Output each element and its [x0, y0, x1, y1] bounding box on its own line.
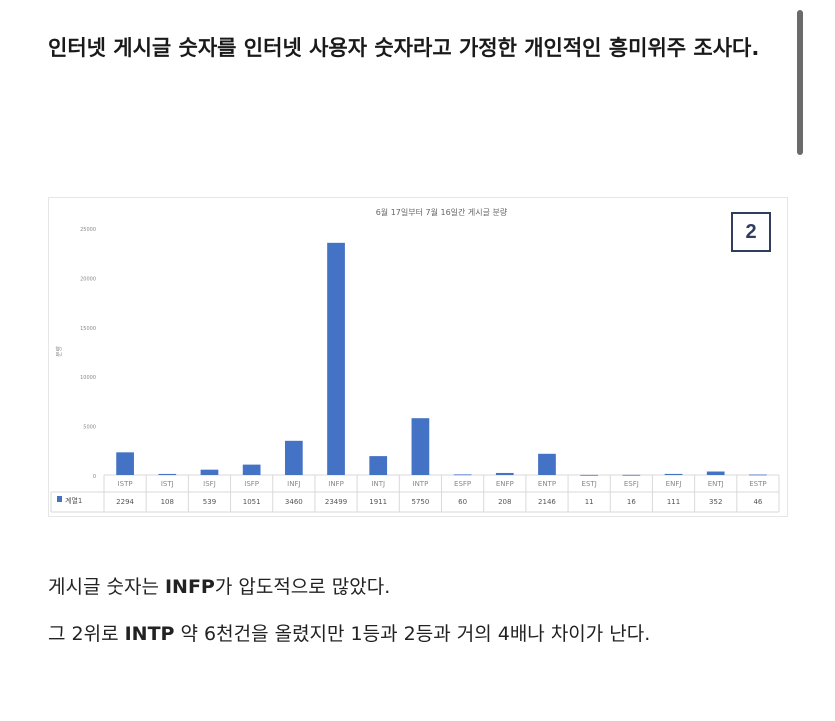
paragraph-1-bold: INFP [164, 576, 215, 598]
bar-isfp [242, 464, 261, 475]
paragraph-2: 그 2위로 INTP 약 6천건을 올렸지만 1등과 2등과 거의 4배나 차이… [48, 619, 650, 646]
paragraph-1-pre: 게시글 숫자는 [48, 576, 165, 598]
chart-title: 6월 17일부터 7월 16일간 게시글 분량 [376, 207, 508, 217]
x-tick-label: ENTP [538, 480, 556, 488]
paragraph-1-post: 가 압도적으로 많았다. [214, 576, 391, 598]
legend-swatch [57, 496, 62, 502]
page-number-badge: 2 [731, 212, 771, 252]
table-value: 11 [585, 498, 594, 506]
x-tick-label: ESTP [749, 480, 766, 488]
table-value: 5750 [411, 498, 429, 506]
x-tick-label: ISTP [118, 480, 133, 488]
bar-entj [706, 471, 725, 475]
bar-esfp [453, 474, 472, 476]
paragraph-2-bold: INTP [124, 623, 175, 645]
paragraph-2-post: 약 6천건을 올렸지만 1등과 2등과 거의 4배나 차이가 난다. [174, 623, 651, 645]
table-value: 1051 [243, 498, 261, 506]
y-axis-label: 분량 [56, 346, 63, 358]
y-tick-label: 15000 [80, 326, 96, 332]
y-tick-label: 20000 [80, 276, 96, 282]
bar-enfj [664, 473, 683, 475]
legend-label: 계열1 [65, 496, 82, 505]
x-tick-label: ENFP [496, 480, 514, 488]
bar-infj [284, 440, 303, 475]
y-tick-label: 0 [93, 474, 96, 480]
bar-infp [327, 242, 345, 475]
bar-istp [116, 452, 134, 475]
table-value: 208 [498, 498, 511, 506]
x-tick-label: INTJ [371, 480, 385, 488]
table-value: 3460 [285, 498, 303, 506]
bar-istj [158, 473, 177, 475]
table-value: 2146 [538, 498, 556, 506]
bar-intj [369, 456, 388, 475]
x-tick-label: ENTJ [708, 480, 724, 488]
x-tick-label: ESFP [454, 480, 471, 488]
paragraph-1: 게시글 숫자는 INFP가 압도적으로 많았다. [48, 572, 390, 599]
x-tick-label: INFJ [287, 480, 300, 488]
x-tick-label: INTP [413, 480, 429, 488]
y-tick-label: 25000 [80, 227, 96, 233]
table-value: 352 [709, 498, 722, 506]
paragraph-2-pre: 그 2위로 [48, 623, 125, 645]
table-value: 46 [753, 498, 762, 506]
bar-estj [580, 474, 599, 476]
x-tick-label: ISFJ [203, 480, 216, 488]
table-value: 1911 [369, 498, 387, 506]
y-tick-label: 10000 [80, 375, 96, 381]
bar-esfj [622, 474, 641, 476]
bar-intp [411, 418, 430, 475]
table-value: 16 [627, 498, 636, 506]
table-value: 539 [203, 498, 216, 506]
bar-entp [538, 453, 556, 475]
x-tick-label: ESFJ [624, 480, 639, 488]
x-tick-label: ISTJ [161, 480, 174, 488]
table-value: 60 [458, 498, 467, 506]
x-tick-label: ESTJ [582, 480, 597, 488]
y-tick-label: 5000 [83, 425, 96, 431]
table-value: 111 [667, 498, 680, 506]
x-tick-label: ENFJ [666, 480, 682, 488]
table-value: 2294 [116, 498, 134, 506]
scrollbar[interactable] [797, 10, 803, 155]
chart-container: 6월 17일부터 7월 16일간 게시글 분량 0 5000 10000 15000 20… [48, 197, 788, 517]
x-tick-label: INFP [328, 480, 344, 488]
bar-chart: 6월 17일부터 7월 16일간 게시글 분량 0 5000 10000 15000 20… [50, 207, 780, 513]
bar-estp [749, 474, 767, 476]
x-tick-label: ISFP [244, 480, 259, 488]
bar-isfj [200, 469, 219, 475]
table-value: 23499 [325, 498, 347, 506]
table-value: 108 [161, 498, 174, 506]
page-heading: 인터넷 게시글 숫자를 인터넷 사용자 숫자라고 가정한 개인적인 흥미위주 조… [48, 36, 760, 60]
bar-enfp [495, 472, 514, 475]
